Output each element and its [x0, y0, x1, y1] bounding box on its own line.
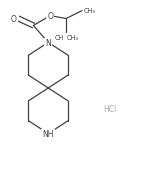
Text: HCl: HCl	[103, 105, 116, 114]
Text: O: O	[11, 15, 17, 24]
Text: CH: CH	[55, 35, 64, 41]
Text: NH: NH	[42, 130, 54, 139]
Text: O: O	[47, 12, 53, 21]
Text: CH₃: CH₃	[84, 8, 96, 14]
Text: N: N	[45, 39, 51, 48]
Text: CH₃: CH₃	[67, 35, 79, 41]
